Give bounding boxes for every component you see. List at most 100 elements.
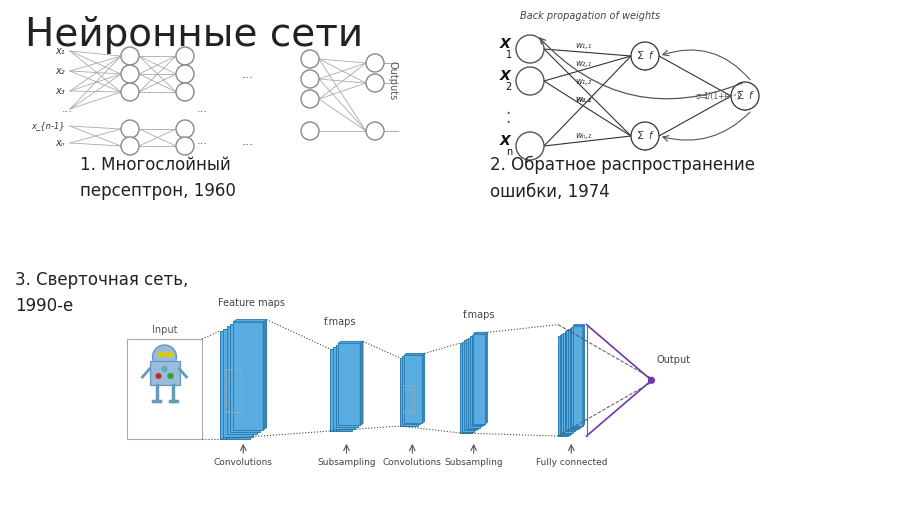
Bar bbox=[333, 347, 355, 429]
Bar bbox=[226, 369, 241, 412]
Text: f: f bbox=[648, 131, 652, 141]
Bar bbox=[400, 358, 418, 426]
Circle shape bbox=[366, 54, 384, 72]
Bar bbox=[570, 328, 580, 428]
Circle shape bbox=[176, 137, 194, 155]
Polygon shape bbox=[582, 324, 584, 426]
Text: ...: ... bbox=[197, 104, 207, 114]
Circle shape bbox=[121, 137, 139, 155]
Bar bbox=[561, 334, 571, 434]
Circle shape bbox=[176, 47, 194, 65]
Circle shape bbox=[516, 132, 544, 160]
Text: Convolutions: Convolutions bbox=[214, 458, 273, 467]
Bar bbox=[403, 385, 413, 412]
Text: Fully connected: Fully connected bbox=[535, 458, 607, 467]
Text: xₙ: xₙ bbox=[56, 138, 65, 148]
Bar bbox=[227, 327, 257, 434]
Text: 1: 1 bbox=[506, 50, 512, 60]
Bar bbox=[566, 330, 576, 430]
Polygon shape bbox=[360, 341, 363, 425]
Text: X: X bbox=[500, 37, 510, 51]
Polygon shape bbox=[404, 354, 425, 355]
Text: x_{n-1}: x_{n-1} bbox=[31, 122, 65, 130]
Bar bbox=[470, 336, 481, 426]
Text: f: f bbox=[648, 51, 652, 61]
Bar bbox=[471, 335, 483, 425]
Bar bbox=[127, 339, 202, 439]
Circle shape bbox=[731, 82, 759, 110]
Text: ...: ... bbox=[241, 134, 254, 148]
Bar bbox=[460, 343, 472, 433]
Bar bbox=[468, 338, 480, 428]
Text: 1. Многослойный
персептрон, 1960: 1. Многослойный персептрон, 1960 bbox=[80, 156, 236, 200]
Text: ...: ... bbox=[241, 67, 254, 81]
Circle shape bbox=[176, 120, 194, 138]
Text: w₁,₂: w₁,₂ bbox=[575, 77, 592, 86]
Bar bbox=[223, 329, 253, 437]
Text: n: n bbox=[506, 147, 512, 157]
Bar bbox=[464, 340, 476, 430]
Text: f.maps: f.maps bbox=[462, 310, 495, 320]
Text: x₂: x₂ bbox=[56, 66, 65, 76]
Polygon shape bbox=[573, 324, 584, 326]
Circle shape bbox=[649, 377, 654, 383]
Circle shape bbox=[301, 90, 319, 108]
Text: Convolutions: Convolutions bbox=[383, 458, 441, 467]
Text: ...: ... bbox=[197, 136, 207, 146]
Text: 3. Сверточная сеть,
1990-е: 3. Сверточная сеть, 1990-е bbox=[15, 271, 188, 315]
Polygon shape bbox=[263, 319, 267, 430]
Text: Back propagation of weights: Back propagation of weights bbox=[520, 11, 660, 21]
Bar bbox=[402, 357, 420, 425]
Circle shape bbox=[153, 345, 177, 369]
Text: Σ: Σ bbox=[636, 51, 643, 61]
Circle shape bbox=[301, 122, 319, 140]
Circle shape bbox=[167, 373, 174, 379]
Text: 1/(1+e⁻ˣ): 1/(1+e⁻ˣ) bbox=[703, 91, 740, 101]
Bar bbox=[339, 343, 360, 425]
Bar bbox=[233, 322, 263, 430]
Text: w₂,₂: w₂,₂ bbox=[575, 95, 592, 104]
Bar bbox=[466, 339, 478, 429]
Circle shape bbox=[366, 122, 384, 140]
Bar bbox=[462, 342, 474, 432]
Text: Нейронные сети: Нейронные сети bbox=[25, 16, 363, 54]
Text: ·: · bbox=[505, 105, 511, 123]
Text: Σ: Σ bbox=[736, 91, 743, 101]
Bar bbox=[220, 331, 250, 439]
Circle shape bbox=[366, 74, 384, 92]
Text: ·: · bbox=[505, 114, 511, 132]
Bar bbox=[558, 336, 568, 436]
Text: σ=: σ= bbox=[695, 91, 707, 101]
Text: 2: 2 bbox=[506, 82, 512, 92]
Bar bbox=[564, 332, 574, 431]
Circle shape bbox=[516, 67, 544, 95]
Text: w₁,₁: w₁,₁ bbox=[575, 41, 592, 50]
Text: Input: Input bbox=[152, 325, 177, 335]
Text: Output: Output bbox=[656, 355, 691, 365]
Circle shape bbox=[176, 83, 194, 101]
Polygon shape bbox=[485, 332, 488, 424]
Circle shape bbox=[121, 83, 139, 101]
Circle shape bbox=[631, 42, 659, 70]
Text: f.maps: f.maps bbox=[324, 317, 356, 328]
Circle shape bbox=[301, 50, 319, 68]
Text: Σ: Σ bbox=[636, 131, 643, 141]
Text: x₃: x₃ bbox=[56, 86, 65, 96]
Text: 2. Обратное распространение
ошибки, 1974: 2. Обратное распространение ошибки, 1974 bbox=[490, 156, 755, 201]
Circle shape bbox=[156, 373, 161, 379]
Bar bbox=[473, 334, 485, 424]
Polygon shape bbox=[473, 332, 488, 334]
Bar bbox=[571, 327, 581, 427]
Text: x₁: x₁ bbox=[56, 46, 65, 56]
Bar bbox=[568, 329, 578, 429]
Polygon shape bbox=[422, 354, 425, 423]
Polygon shape bbox=[233, 319, 267, 322]
Circle shape bbox=[301, 70, 319, 88]
Circle shape bbox=[162, 366, 167, 371]
Circle shape bbox=[176, 65, 194, 83]
Text: X: X bbox=[500, 134, 510, 148]
Text: Outputs: Outputs bbox=[388, 61, 398, 101]
Bar bbox=[230, 324, 260, 432]
Text: Feature maps: Feature maps bbox=[217, 297, 285, 308]
Bar bbox=[563, 333, 573, 433]
